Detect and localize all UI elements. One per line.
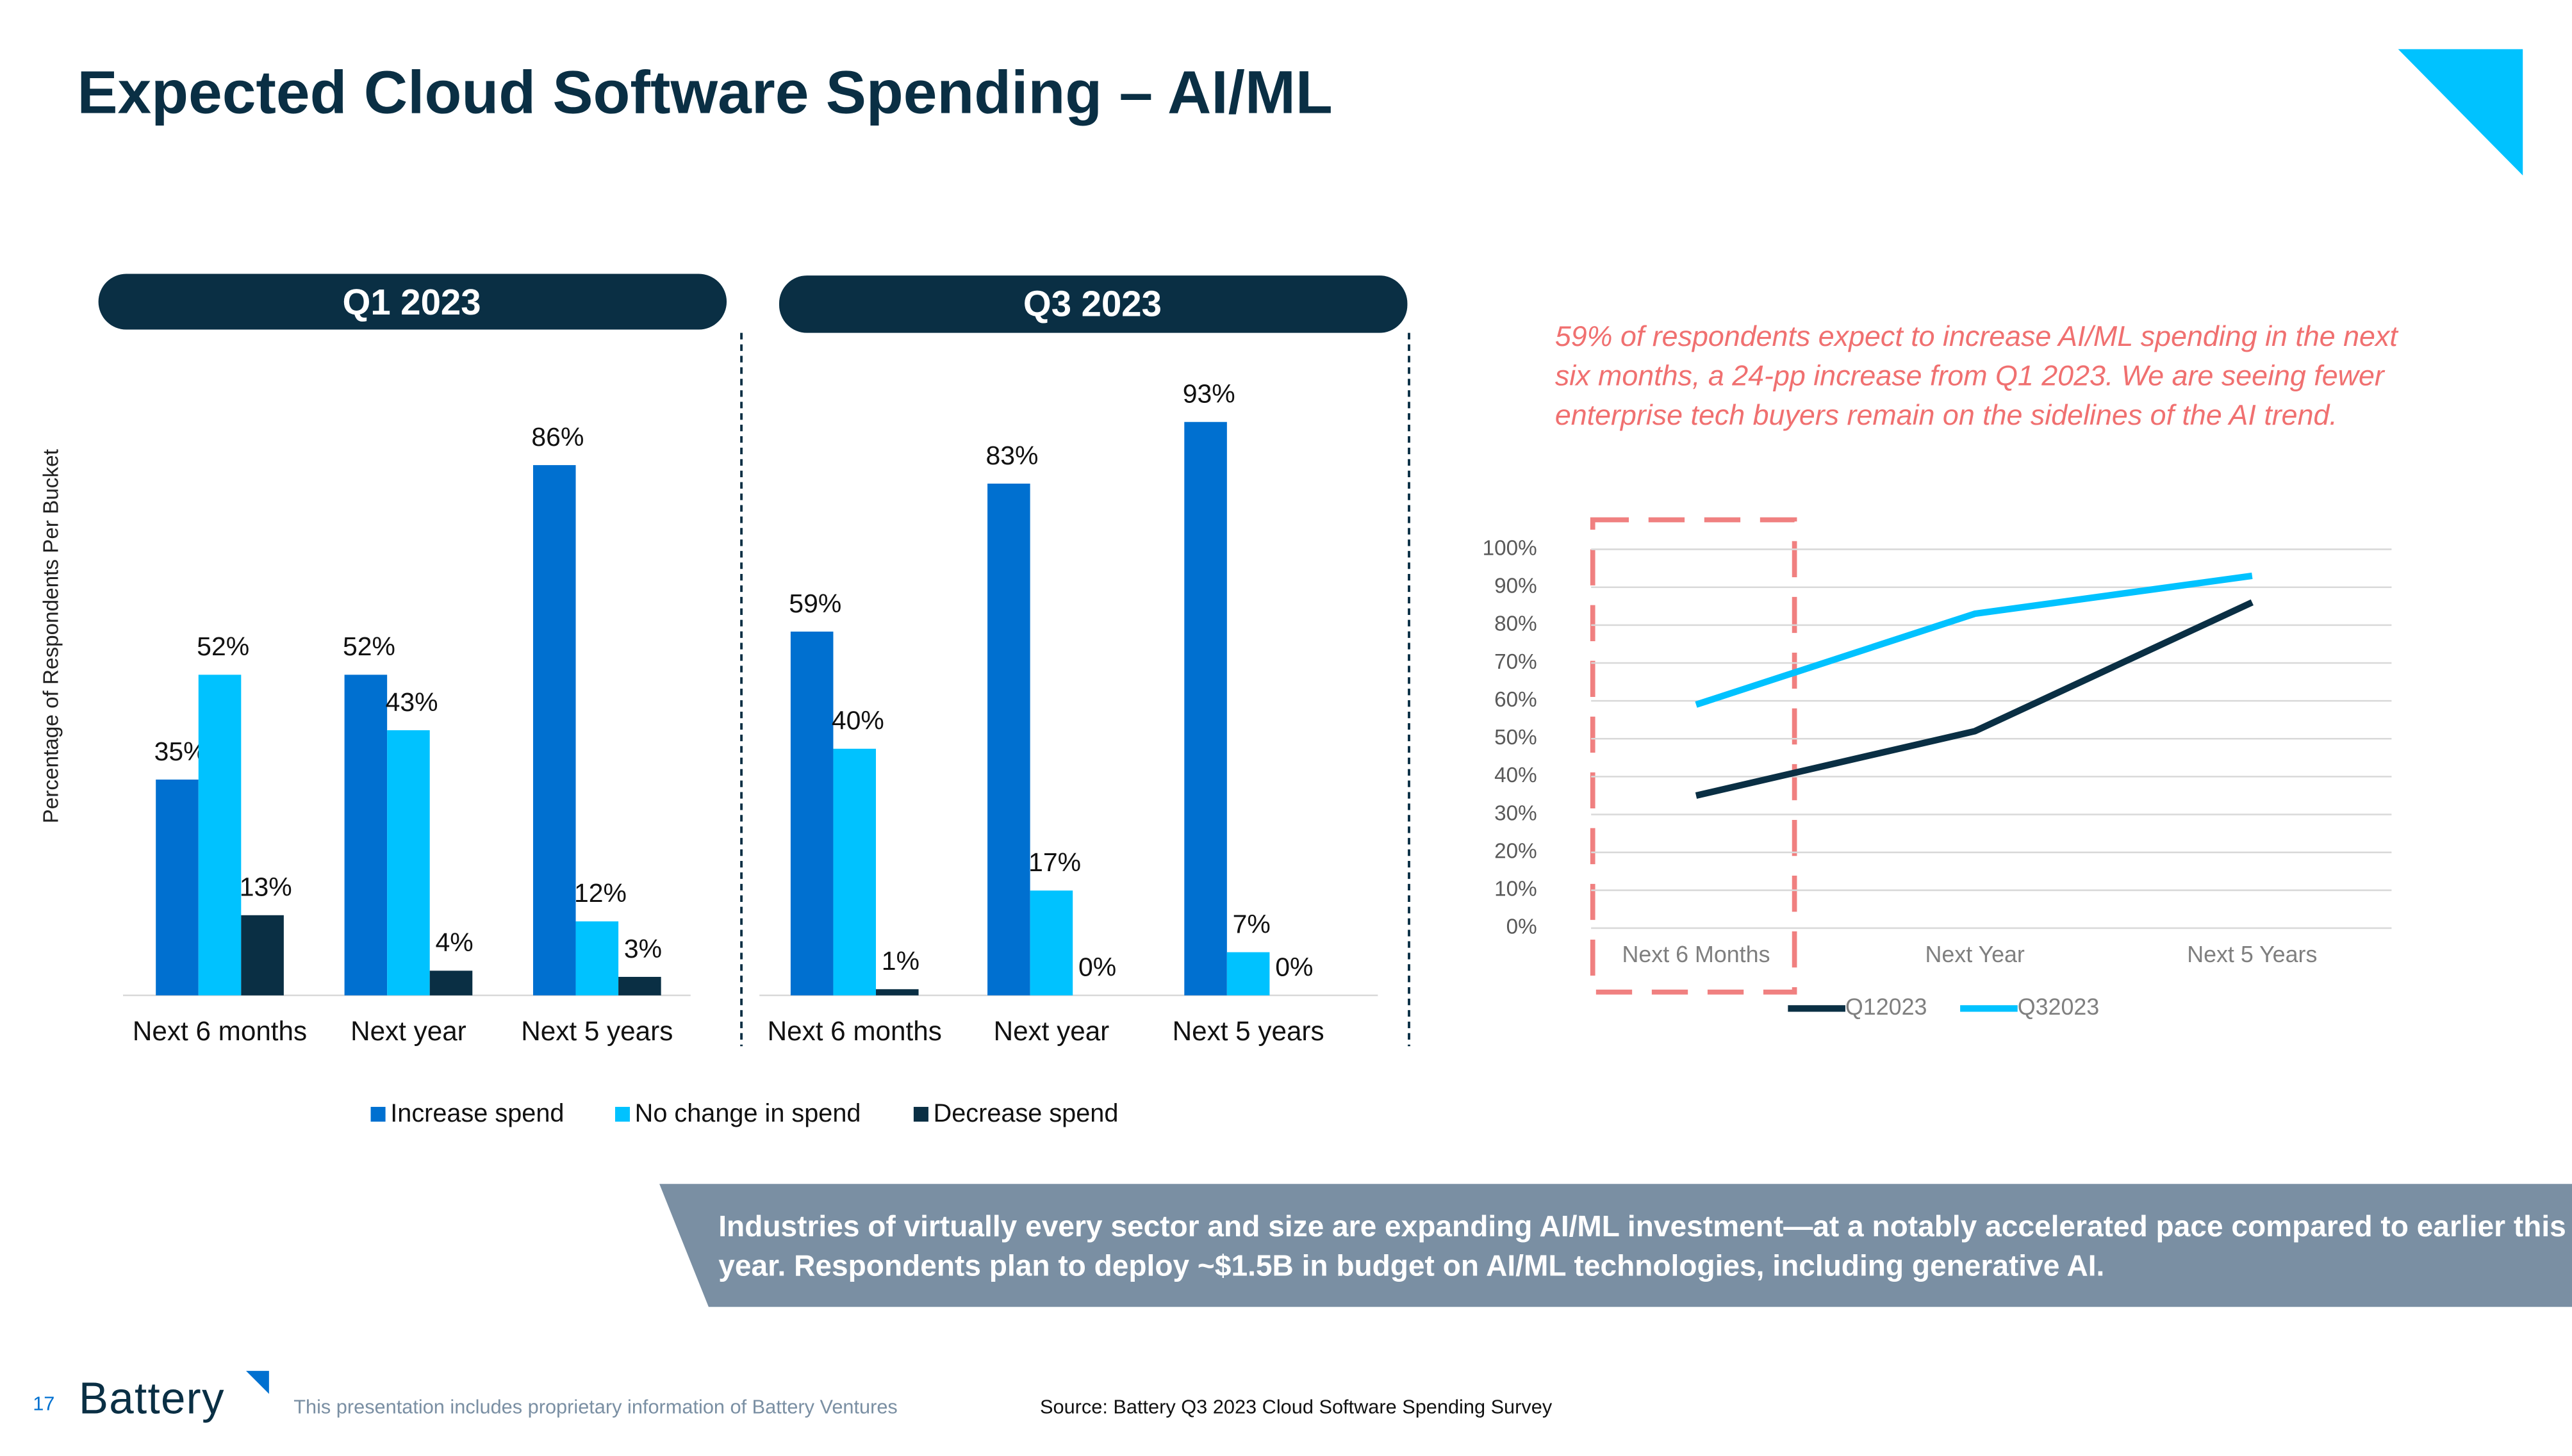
y-tick-label: 10%: [1494, 878, 1537, 901]
value-label: 1%: [882, 946, 919, 976]
y-axis-label: Percentage of Respondents Per Bucket: [40, 449, 63, 823]
line-series: [1695, 599, 2254, 799]
legend-label: Decrease spend: [934, 1099, 1119, 1127]
panel-title: Q1 2023: [343, 282, 481, 322]
value-label: 4%: [436, 928, 474, 957]
bar: [876, 989, 919, 995]
value-label: 43%: [386, 687, 438, 717]
panel-header: [779, 275, 1408, 333]
bar: [618, 977, 661, 995]
bar: [241, 915, 284, 995]
value-label: 3%: [624, 934, 662, 963]
legend-label: Q12023: [1845, 994, 1927, 1020]
y-tick-label: 100%: [1483, 536, 1537, 560]
x-tick-label: Next 6 months: [133, 1016, 307, 1046]
value-label: 0%: [1078, 953, 1116, 982]
value-label: 0%: [1275, 953, 1313, 982]
value-label: 7%: [1233, 909, 1271, 938]
y-tick-label: 20%: [1494, 839, 1537, 863]
bar: [987, 483, 1030, 995]
logo: Battery: [78, 1374, 225, 1424]
value-label: 52%: [343, 632, 395, 661]
x-tick-label: Next 6 Months: [1622, 942, 1770, 967]
bar: [387, 730, 430, 995]
annotation: 59% of respondents expect to increase AI…: [1554, 320, 2398, 432]
value-label: 52%: [197, 632, 249, 661]
y-tick-label: 0%: [1506, 915, 1537, 939]
value-label: 13%: [240, 872, 292, 902]
value-label: 59%: [789, 589, 841, 618]
legend-label: No change in spend: [635, 1099, 861, 1127]
y-tick-label: 30%: [1494, 801, 1537, 825]
y-tick-label: 90%: [1494, 574, 1537, 598]
value-label: 35%: [154, 737, 207, 766]
logo-mark: [245, 1371, 269, 1394]
x-tick-label: Next 5 years: [1173, 1016, 1324, 1046]
panel-title: Q3 2023: [1023, 284, 1162, 324]
bar: [833, 748, 877, 995]
x-tick-label: Next year: [994, 1016, 1110, 1046]
y-tick-label: 70%: [1494, 650, 1537, 674]
bar: [344, 675, 388, 995]
y-tick-label: 60%: [1494, 688, 1537, 712]
x-tick-label: Next 5 Years: [2187, 942, 2317, 967]
banner-text: Industries of virtually every sector and…: [718, 1210, 2566, 1282]
highlight-box: [1590, 517, 1797, 995]
bar: [429, 970, 473, 995]
bar: [198, 675, 242, 995]
value-label: 93%: [1183, 379, 1235, 409]
legend-swatch: [913, 1106, 928, 1122]
corner-triangle: [2398, 49, 2523, 176]
value-label: 83%: [986, 441, 1039, 470]
legend-label: Increase spend: [390, 1099, 564, 1127]
disclaimer: This presentation includes proprietary i…: [293, 1395, 898, 1419]
value-label: 12%: [574, 878, 627, 908]
legend-swatch: [370, 1106, 386, 1122]
x-tick-label: Next 6 months: [768, 1016, 942, 1046]
slide-title: Expected Cloud Software Spending – AI/ML: [77, 59, 1333, 127]
legend-label: Q32023: [2018, 994, 2100, 1020]
x-tick-label: Next 5 years: [521, 1016, 673, 1046]
bar: [790, 631, 834, 995]
bar: [575, 921, 619, 995]
panel-header: [98, 274, 727, 330]
bar: [532, 465, 576, 995]
bar: [1184, 421, 1227, 995]
y-tick-label: 80%: [1494, 612, 1537, 636]
value-label: 17%: [1028, 847, 1081, 877]
source: Source: Battery Q3 2023 Cloud Software S…: [1040, 1395, 1553, 1419]
x-tick-label: Next Year: [1925, 942, 2024, 967]
page-number: 17: [33, 1392, 55, 1416]
y-tick-label: 50%: [1494, 726, 1537, 749]
bar: [1226, 952, 1270, 995]
value-label: 40%: [832, 706, 884, 735]
line-series: [1695, 572, 2253, 708]
banner-bg: [659, 1184, 2572, 1307]
bar: [1030, 890, 1073, 995]
legend-swatch: [614, 1106, 631, 1122]
x-tick-label: Next year: [350, 1016, 466, 1046]
y-tick-label: 40%: [1494, 764, 1537, 787]
value-label: 86%: [531, 422, 584, 452]
bar: [156, 780, 199, 995]
